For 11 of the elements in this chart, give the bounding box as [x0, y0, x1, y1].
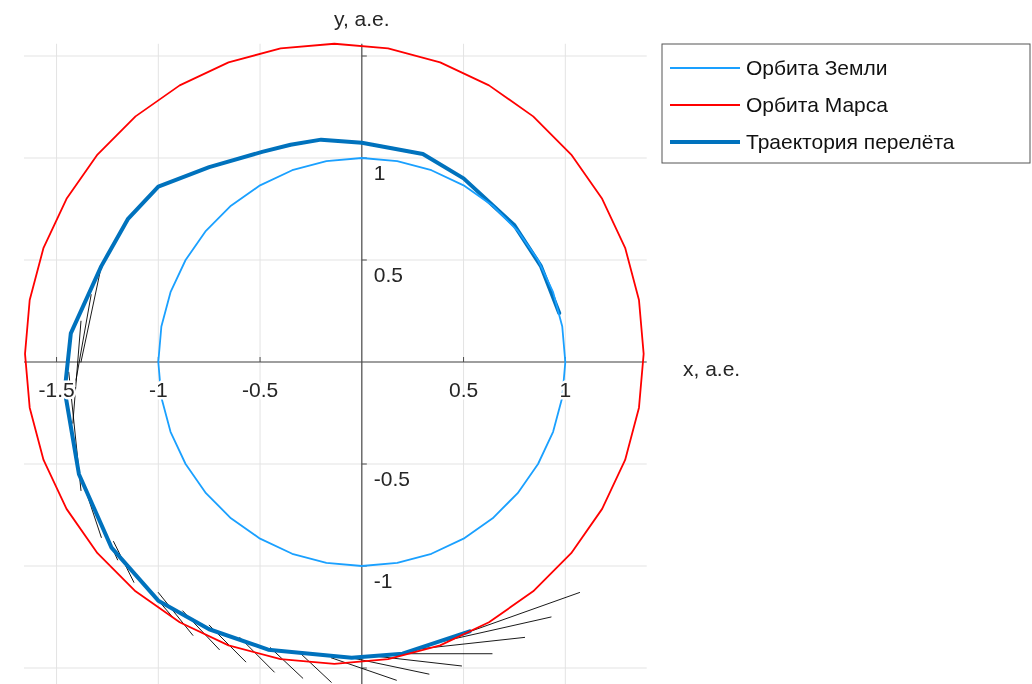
x-axis-title: x, а.е.: [683, 357, 741, 380]
y-tick-label: 0.5: [373, 263, 404, 286]
y-tick-label: -0.5: [373, 467, 410, 490]
legend-label: Орбита Земли: [746, 56, 888, 79]
y-tick-label: 1: [373, 161, 386, 184]
legend-label: Траектория перелёта: [746, 130, 955, 153]
y-axis-title: y, а.е.: [333, 7, 390, 30]
legend-label: Орбита Марса: [746, 93, 889, 116]
x-tick-label: 0.5: [448, 378, 479, 401]
x-tick-label: -0.5: [241, 378, 279, 401]
y-tick-label: -1: [373, 569, 393, 592]
